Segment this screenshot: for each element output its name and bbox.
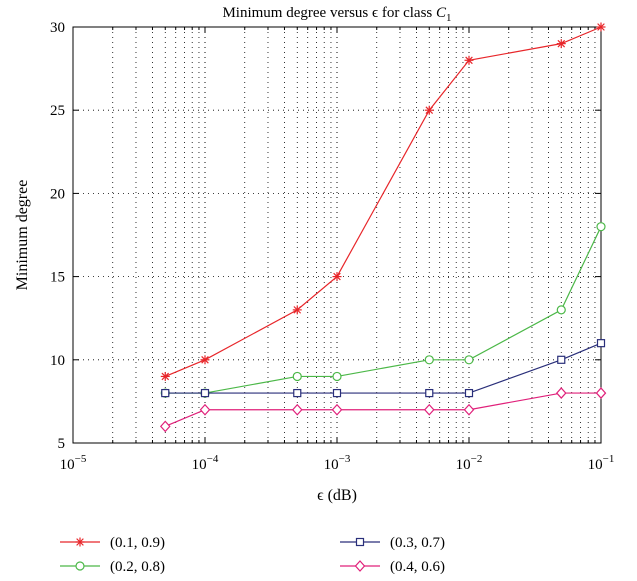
data-point xyxy=(199,403,211,416)
legend-label: (0.1, 0.9) xyxy=(110,535,165,551)
data-point xyxy=(464,55,474,65)
data-point xyxy=(596,339,606,348)
data-point xyxy=(423,403,435,416)
data-point xyxy=(292,305,302,315)
x-tick-label: 10−1 xyxy=(588,453,615,473)
data-point xyxy=(200,355,210,365)
chart-title: Minimum degree versus ϵ for class C1 xyxy=(222,5,451,24)
y-tick-label: 5 xyxy=(58,436,66,452)
data-point xyxy=(556,39,566,49)
series-4 xyxy=(159,387,607,433)
legend-marker xyxy=(75,561,85,571)
x-tick-label: 10−3 xyxy=(324,453,351,473)
legend-item: (0.3, 0.7) xyxy=(340,535,445,551)
data-point xyxy=(332,371,342,382)
legend: (0.1, 0.9) (0.2, 0.8) (0.3, 0.7) (0.4, 0.6) xyxy=(60,535,445,575)
x-tick-label: 10−5 xyxy=(60,453,87,473)
data-point xyxy=(595,387,607,399)
data-point xyxy=(425,388,434,398)
data-point xyxy=(464,355,474,365)
x-axis-label: ϵ (dB) xyxy=(317,487,357,504)
legend-label: (0.2, 0.8) xyxy=(110,559,165,575)
series-group xyxy=(159,22,607,433)
data-point xyxy=(596,222,606,232)
legend-label: (0.3, 0.7) xyxy=(390,535,445,551)
axis-ticks: 10−5 10−4 10−3 10−2 10−1 5 10 15 20 25 30 xyxy=(50,20,614,473)
legend-marker xyxy=(75,537,85,547)
data-point xyxy=(463,403,475,416)
data-point xyxy=(596,22,606,32)
data-point xyxy=(292,371,302,382)
data-point xyxy=(200,388,210,398)
legend-item: (0.2, 0.8) xyxy=(60,559,165,575)
data-point xyxy=(424,355,434,365)
series-line xyxy=(165,392,601,427)
legend-label: (0.4, 0.6) xyxy=(390,559,445,575)
data-point xyxy=(159,420,171,433)
data-point xyxy=(160,371,170,381)
data-point xyxy=(424,105,434,115)
y-tick-label: 15 xyxy=(50,270,65,286)
series-2 xyxy=(160,222,606,398)
legend-item: (0.1, 0.9) xyxy=(60,535,165,551)
series-3 xyxy=(161,339,606,398)
data-point xyxy=(161,388,170,398)
x-tick-label: 10−2 xyxy=(456,453,483,473)
y-tick-label: 10 xyxy=(50,353,65,369)
series-line xyxy=(165,342,602,394)
legend-marker xyxy=(354,560,366,572)
data-point xyxy=(331,403,343,416)
data-point xyxy=(557,355,566,364)
legend-item: (0.4, 0.6) xyxy=(340,559,445,575)
data-point xyxy=(464,388,474,398)
data-point xyxy=(291,403,303,416)
data-point xyxy=(332,388,342,398)
grid xyxy=(73,27,601,443)
x-tick-label: 10−4 xyxy=(192,453,219,473)
data-point xyxy=(332,272,342,282)
y-tick-label: 30 xyxy=(50,20,65,36)
data-point xyxy=(293,388,302,398)
y-tick-label: 20 xyxy=(50,186,65,202)
y-tick-label: 25 xyxy=(50,103,65,119)
data-point xyxy=(555,387,567,399)
legend-marker xyxy=(355,537,365,547)
series-1 xyxy=(160,22,606,381)
data-point xyxy=(556,305,566,315)
y-axis-label: Minimum degree xyxy=(14,180,31,291)
series-line xyxy=(165,226,602,394)
series-line xyxy=(165,26,602,377)
